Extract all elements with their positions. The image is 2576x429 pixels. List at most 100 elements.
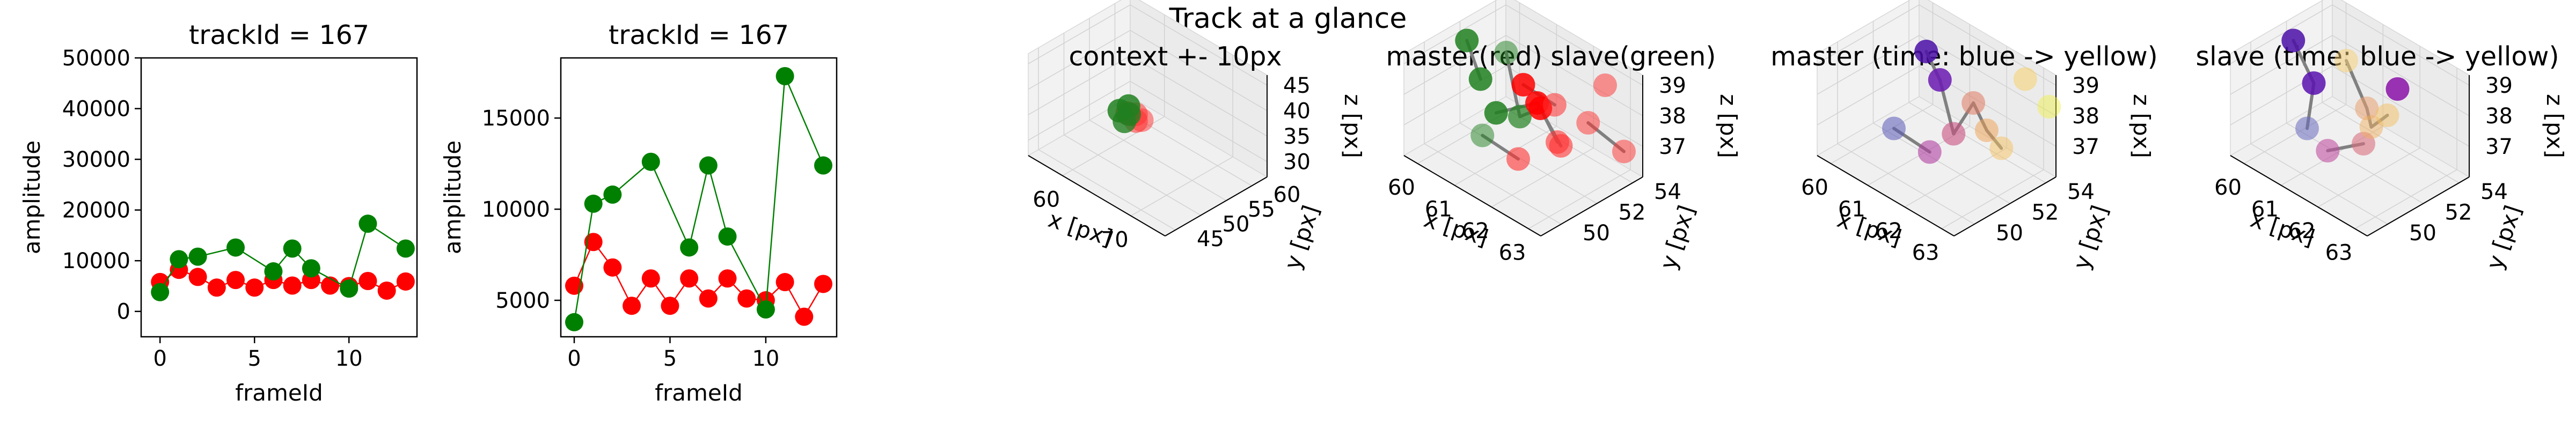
green-data-point <box>283 239 302 258</box>
grid-line <box>2230 35 2333 95</box>
grid-line <box>1904 147 2007 208</box>
x-tick-label: 61 <box>1425 197 1452 222</box>
x-tick-label: 70 <box>1101 228 1129 253</box>
scatter-point <box>1974 119 1999 142</box>
green-data-point <box>680 238 699 257</box>
grid-line <box>1831 104 1933 164</box>
grid-line <box>1064 134 1201 216</box>
left-pane <box>1403 0 1506 157</box>
scatter-point <box>1914 40 1938 63</box>
grid-line <box>2322 102 2460 183</box>
green-data-point <box>226 238 245 257</box>
grid-line <box>1130 55 1268 137</box>
scatter3d-panel-4: 60 61 62 63 50 52 54 37 38 39 x [px] y [px] z [px] sl… <box>2196 0 2568 272</box>
x-tick-label: 62 <box>1462 219 1489 243</box>
red-data-point <box>699 289 718 308</box>
scatter-point <box>2295 116 2319 140</box>
scatter-point <box>1494 41 1518 64</box>
grid-line <box>1505 4 1643 86</box>
red-data-point <box>718 269 737 288</box>
scatter-point <box>1525 91 1549 115</box>
scatter-point <box>2375 103 2399 127</box>
scatter3d-panel-3: 60 61 62 63 50 52 54 37 38 39 x [px] y [px] z [px] ma… <box>1770 0 2158 272</box>
green-data-point <box>264 262 283 281</box>
z-axis-label: z [px] <box>2542 94 2568 158</box>
red-data-point <box>377 281 396 300</box>
red-data-point <box>623 297 641 315</box>
x-tick-label: 0 <box>153 346 166 371</box>
red-data-point <box>814 275 833 293</box>
grid-line <box>1454 125 1557 186</box>
y-axis-label: amplitude <box>440 140 466 254</box>
y-tick-label: 40000 <box>62 97 130 122</box>
axis-line <box>2230 155 2368 236</box>
y-tick-label: 20000 <box>62 198 130 223</box>
red-data-point <box>737 289 756 308</box>
scatter-point <box>1542 93 1567 117</box>
chart-title: context +- 10px <box>1069 41 1282 72</box>
grid-line <box>1505 35 1643 116</box>
axis-line <box>1540 176 1643 236</box>
green-series-line <box>159 223 406 293</box>
grid-line <box>1130 4 1268 86</box>
y-tick-label: 52 <box>1619 201 1646 225</box>
green-data-point <box>641 152 660 171</box>
left-pane <box>1817 0 1920 157</box>
scatter-point <box>1989 136 2014 160</box>
axis-line <box>1953 176 2057 236</box>
scatter-point <box>1546 130 1569 154</box>
grid-line <box>1424 143 1562 225</box>
y-tick-label: 52 <box>2445 201 2472 225</box>
x-axis-label: x [px] <box>2247 206 2318 251</box>
red-data-point <box>680 269 699 288</box>
scatter-point <box>2281 28 2306 53</box>
scatter-point <box>1455 28 1479 53</box>
z-tick-label: 37 <box>1659 135 1686 159</box>
x-tick-label: 62 <box>1875 219 1902 243</box>
x-tick-label: 63 <box>2325 241 2353 265</box>
z-tick-label: 39 <box>2485 73 2513 98</box>
grid-line <box>1817 4 1920 64</box>
z-tick-label: 35 <box>1283 124 1311 149</box>
scatter-point <box>1882 116 1906 140</box>
red-data-point <box>661 297 679 315</box>
y-tick-label: 45 <box>1197 227 1224 252</box>
grid-line <box>1130 29 1268 112</box>
grid-line <box>1130 80 1268 162</box>
green-data-point <box>396 239 415 258</box>
scatter-point <box>1918 140 1942 164</box>
green-data-point <box>340 279 358 298</box>
green-data-point <box>188 247 207 266</box>
z-tick-label: 39 <box>1659 73 1686 98</box>
green-data-point <box>170 250 188 269</box>
red-data-point <box>603 258 622 277</box>
y-tick-label: 50 <box>1996 221 2023 246</box>
z-tick-label: 45 <box>1283 73 1311 98</box>
y-tick-label: 15000 <box>482 106 550 131</box>
grid-line <box>2332 35 2470 116</box>
x-tick-label: 60 <box>2214 175 2242 200</box>
grid-line <box>1028 29 1131 90</box>
x-tick-label: 0 <box>567 346 581 371</box>
red-data-point <box>283 276 302 295</box>
x-axis-label: frameId <box>235 380 323 406</box>
green-data-point <box>814 156 833 175</box>
scatter-point <box>1928 68 1952 92</box>
red-data-point <box>775 273 794 292</box>
x-axis-label: x [px] <box>1834 206 1905 251</box>
z-tick-label: 37 <box>2485 135 2513 159</box>
grid-line <box>1038 149 1176 231</box>
grid-line <box>2244 104 2346 164</box>
chart-title: trackId = 167 <box>189 20 369 50</box>
y-axis-label: y [px] <box>2481 202 2526 273</box>
axis-line <box>1028 155 1166 236</box>
scatter-point <box>1942 122 1966 146</box>
scatter-point <box>1484 101 1508 125</box>
y-tick-label: 50 <box>2409 221 2436 246</box>
y-tick-label: 50 <box>1223 212 1250 237</box>
x-tick-label: 5 <box>248 346 261 371</box>
red-data-point <box>641 269 660 288</box>
y-tick-label: 54 <box>1654 180 1681 204</box>
y-tick-label: 0 <box>117 300 130 324</box>
scatter-point <box>2013 67 2037 91</box>
